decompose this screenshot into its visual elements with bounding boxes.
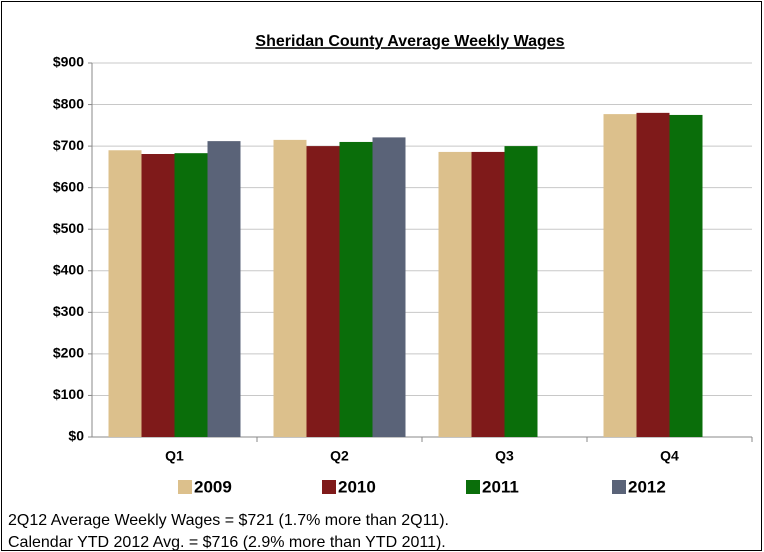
y-tick-label: $200 [53, 345, 84, 361]
legend-swatch [612, 480, 626, 494]
bar [306, 146, 340, 437]
bar [372, 137, 406, 437]
legend-label: 2012 [628, 477, 666, 496]
x-tick-label: Q4 [660, 448, 679, 464]
x-tick-label: Q1 [165, 448, 184, 464]
x-tick-label: Q2 [330, 448, 349, 464]
bar [273, 139, 307, 437]
bar [636, 112, 670, 437]
y-tick-label: $600 [53, 178, 84, 194]
y-tick-label: $700 [53, 137, 84, 153]
y-tick-label: $100 [53, 386, 84, 402]
bar [174, 153, 208, 438]
y-tick-label: $300 [53, 303, 84, 319]
bar [603, 114, 637, 437]
bar [438, 151, 472, 437]
bar [504, 146, 538, 437]
note: 2Q12 Average Weekly Wages = $721 (1.7% m… [8, 512, 449, 529]
y-tick-label: $800 [53, 95, 84, 111]
legend-label: 2011 [482, 477, 519, 496]
bar [669, 114, 703, 437]
y-tick-label: $400 [53, 261, 84, 277]
chart-title: Sheridan County Average Weekly Wages [255, 33, 564, 50]
y-tick-label: $0 [68, 428, 84, 444]
legend-swatch [178, 480, 192, 494]
bar [471, 151, 505, 437]
note: Calendar YTD 2012 Avg. = $716 (2.9% more… [8, 534, 446, 551]
legend-label: 2010 [338, 477, 376, 496]
y-tick-label: $500 [53, 220, 84, 236]
legend-label: 2009 [194, 477, 232, 496]
legend-swatch [322, 480, 336, 494]
bar [339, 141, 373, 437]
bar [141, 154, 175, 438]
legend-swatch [466, 480, 480, 494]
bar [108, 150, 142, 437]
x-tick-label: Q3 [495, 448, 514, 464]
y-tick-label: $900 [53, 54, 84, 70]
bar [207, 141, 241, 437]
